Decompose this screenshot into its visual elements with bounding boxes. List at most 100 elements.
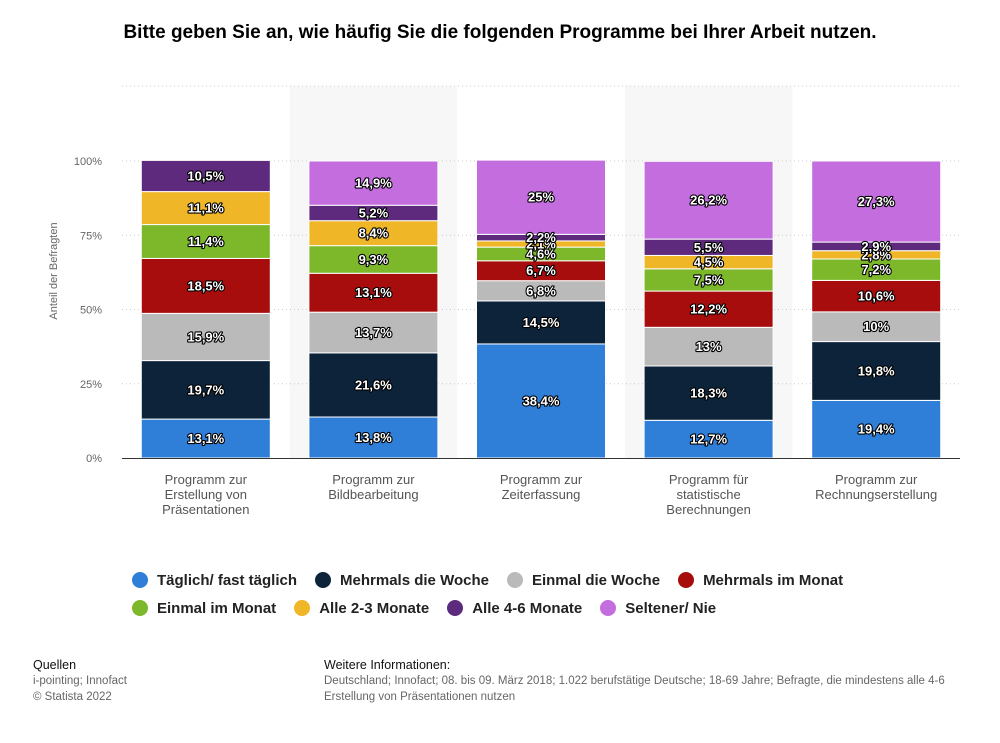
bar-segment[interactable]: [811, 160, 942, 243]
bar-segment[interactable]: [643, 365, 774, 421]
legend-swatch: [294, 600, 311, 616]
data-label: 4,5%: [694, 255, 724, 270]
legend-swatch: [132, 572, 148, 588]
data-label: 19,7%: [187, 382, 224, 397]
bar-segment[interactable]: [308, 272, 439, 313]
legend-label: Mehrmals die Woche: [340, 571, 489, 589]
bar-segment[interactable]: [140, 418, 271, 459]
data-label: 15,9%: [187, 329, 224, 344]
bar-segment[interactable]: [643, 326, 774, 367]
data-label: 19,8%: [858, 363, 895, 378]
data-label: 4,6%: [526, 246, 556, 261]
bar-segment[interactable]: [811, 279, 942, 313]
y-axis-label: Anteil der Befragten: [48, 222, 60, 319]
legend-swatch: [600, 600, 617, 616]
data-label: 18,5%: [187, 278, 224, 293]
legend-item[interactable]: Seltener/ Nie: [600, 600, 716, 617]
x-tick-label: Programm zur Erstellung von Präsentationen: [162, 472, 249, 517]
bar-segment[interactable]: [308, 416, 439, 459]
data-label: 2,9%: [861, 239, 891, 254]
x-tick-label: Programm zur Bildbearbeitung: [328, 472, 418, 502]
info-title: Weitere Informationen:: [324, 658, 451, 672]
stacked-bar-chart: 0% 25% 50% 75% 100% 13,1% 19,7% 15,9% 18,5% 11,4…: [48, 85, 960, 517]
legend-swatch: [506, 572, 523, 588]
data-label: 2,8%: [861, 247, 891, 262]
data-label: 13,8%: [355, 430, 392, 445]
legend-item[interactable]: Mehrmals die Woche: [315, 572, 489, 589]
legend-item[interactable]: Alle 4-6 Monate: [447, 600, 582, 617]
copyright-text: © Statista 2022: [33, 691, 112, 703]
data-label: 18,3%: [690, 386, 727, 401]
data-label: 38,4%: [523, 393, 560, 408]
legend-swatch: [132, 600, 148, 616]
bar-segment[interactable]: [140, 159, 271, 193]
sources-block: Quellen i-pointing; Innofact © Statista …: [33, 657, 127, 705]
data-label: 8,4%: [359, 226, 389, 241]
data-label: 25%: [528, 190, 554, 205]
bar-segment[interactable]: [811, 311, 942, 343]
legend-label: Mehrmals im Monat: [703, 571, 844, 589]
data-label: 6,7%: [526, 263, 556, 278]
legend-label: Einmal im Monat: [157, 599, 277, 617]
data-label: 10,5%: [187, 168, 224, 183]
data-label: 7,5%: [694, 272, 724, 287]
bar-segment[interactable]: [476, 300, 606, 345]
data-label: 5,2%: [359, 205, 389, 220]
bar-segment[interactable]: [140, 191, 271, 226]
legend-label: Seltener/ Nie: [625, 599, 717, 617]
sources-title: Quellen: [33, 658, 77, 672]
data-label: 12,2%: [690, 302, 727, 317]
bar-segment[interactable]: [308, 220, 439, 247]
info-block: Weitere Informationen: Deutschland; Inno…: [324, 657, 1000, 705]
bar-segment[interactable]: [476, 343, 606, 459]
legend-item[interactable]: Alle 2-3 Monate: [294, 600, 429, 617]
bar-segment[interactable]: [811, 341, 942, 401]
legend-item[interactable]: Einmal im Monat: [132, 600, 276, 617]
data-label: 12,7%: [690, 432, 727, 447]
data-label: 13,7%: [355, 325, 392, 340]
bar-segment[interactable]: [140, 360, 271, 420]
data-label: 2,2%: [526, 230, 556, 245]
data-label: 13,1%: [355, 285, 392, 300]
legend-label: Alle 2-3 Monate: [319, 599, 430, 617]
legend-label: Einmal die Woche: [531, 571, 661, 589]
data-label: 13,1%: [187, 431, 224, 446]
y-tick-label: 100%: [74, 156, 102, 168]
data-label: 10,6%: [858, 289, 895, 304]
bar-segment[interactable]: [308, 352, 439, 418]
data-label: 27,3%: [858, 194, 895, 209]
legend-item[interactable]: Mehrmals im Monat: [678, 572, 843, 589]
data-label: 19,4%: [858, 422, 895, 437]
y-tick-label: 0%: [86, 453, 102, 465]
bar-segment[interactable]: [643, 160, 774, 240]
legend-label: Täglich/ fast täglich: [157, 571, 298, 589]
x-tick-label: Programm für statistische Berechnungen: [666, 472, 751, 517]
x-tick-label: Programm zur Rechnungserstellung: [815, 472, 937, 502]
bar-segment[interactable]: [476, 159, 606, 235]
data-label: 5,5%: [694, 240, 724, 255]
data-label: 11,1%: [188, 201, 225, 216]
data-label: 11,4%: [188, 234, 225, 249]
legend-item[interactable]: Einmal die Woche: [506, 571, 661, 589]
legend-swatch: [447, 600, 464, 616]
data-label: 14,9%: [355, 176, 392, 191]
legend-row: Einmal im Monat Alle 2-3 Monate Alle 4-6 M…: [132, 594, 912, 622]
data-label: 13%: [696, 339, 722, 354]
data-label: 7,2%: [861, 262, 891, 277]
y-tick-label: 25%: [80, 379, 102, 391]
data-label: 2,1%: [526, 237, 556, 252]
legend-label: Alle 4-6 Monate: [472, 599, 583, 617]
bar-segment[interactable]: [308, 245, 439, 274]
info-line-1: Deutschland; Innofact; 08. bis 09. März …: [324, 675, 945, 687]
data-label: 10%: [863, 319, 889, 334]
x-tick-label: Programm zur Zeiterfassung: [500, 472, 583, 502]
bar-segment[interactable]: [308, 160, 439, 206]
data-label: 26,2%: [690, 193, 727, 208]
y-tick-label: 50%: [80, 305, 102, 317]
sources-text[interactable]: i-pointing; Innofact: [33, 675, 127, 687]
y-tick-label: 75%: [80, 230, 102, 242]
legend: Täglich/ fast täglich Mehrmals die Woche E…: [132, 566, 912, 622]
chart-title: Bitte geben Sie an, wie häufig Sie die f…: [123, 22, 877, 43]
data-label: 9,3%: [359, 252, 389, 267]
legend-item[interactable]: Täglich/ fast täglich: [132, 572, 297, 589]
